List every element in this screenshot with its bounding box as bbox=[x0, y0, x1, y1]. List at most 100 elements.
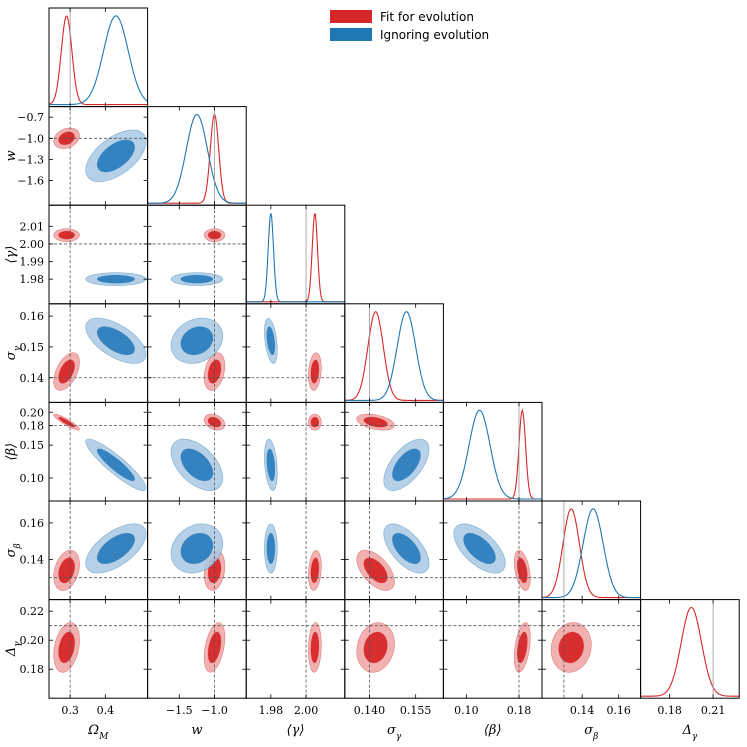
y-tick-label: 0.18 bbox=[20, 663, 45, 676]
y-axis-label-mean_gamma: ⟨γ⟩ bbox=[4, 246, 19, 264]
y-tick-label: −0.7 bbox=[17, 111, 44, 124]
contour-inner-fit bbox=[516, 557, 528, 584]
y-tick-label: 1.99 bbox=[20, 256, 45, 269]
y-tick-label: 0.15 bbox=[20, 439, 45, 452]
panel-mean_gamma-vs-mean_beta bbox=[246, 402, 345, 501]
marginal-curve-ignoring bbox=[49, 15, 148, 106]
axis-label-subscript: β bbox=[592, 732, 598, 742]
y-axis-label-w: w bbox=[4, 150, 19, 161]
panel-frame bbox=[640, 599, 740, 699]
marginal-curve-ignoring bbox=[443, 409, 542, 500]
contour-inner-fit bbox=[58, 230, 75, 240]
panel-mean_beta-marginal bbox=[443, 402, 542, 501]
marginal-curve-ignoring bbox=[147, 113, 247, 204]
contour-inner-ignoring bbox=[180, 532, 214, 565]
y-tick-label: −1.6 bbox=[17, 175, 44, 188]
marginal-curve-fit bbox=[49, 15, 148, 106]
y-tick-label: 0.16 bbox=[20, 517, 45, 530]
y-axis-label-mean_beta: ⟨β⟩ bbox=[4, 443, 19, 461]
x-tick-label: 0.18 bbox=[507, 704, 532, 717]
y-tick-label: 0.20 bbox=[20, 406, 45, 419]
panel-frame bbox=[147, 204, 247, 305]
y-tick-label: 0.14 bbox=[20, 372, 45, 385]
contour-inner-fit bbox=[363, 557, 388, 584]
panel-mean_gamma-vs-sigma_beta bbox=[246, 501, 345, 600]
y-tick-label: 0.16 bbox=[20, 310, 45, 323]
axis-label-subscript: M bbox=[98, 732, 109, 742]
y-tick-label: −1.3 bbox=[17, 153, 44, 166]
panel-sigma_beta-vs-delta_gamma bbox=[542, 599, 641, 699]
contour-inner-fit bbox=[516, 631, 528, 664]
marginal-curve-ignoring bbox=[246, 212, 345, 303]
panel-w-vs-mean_beta bbox=[147, 402, 247, 501]
axis-label-subscript: γ bbox=[13, 641, 23, 647]
contour-inner-ignoring bbox=[266, 448, 276, 482]
contour-inner-ignoring bbox=[96, 326, 135, 356]
contour-inner-fit bbox=[558, 631, 585, 664]
legend: Fit for evolution Ignoring evolution bbox=[330, 10, 489, 42]
panel-sigma_gamma-vs-sigma_beta bbox=[344, 501, 444, 600]
marginal-curve-fit bbox=[443, 408, 542, 500]
panel-sigma_beta-marginal bbox=[542, 501, 641, 600]
panel-omega_m-marginal bbox=[49, 8, 148, 107]
panel-frame bbox=[245, 500, 346, 601]
panel-mean_gamma-vs-sigma_gamma bbox=[246, 303, 345, 403]
x-tick-label: −1.5 bbox=[166, 704, 193, 717]
marginal-curve-fit bbox=[147, 114, 247, 204]
y-tick-label: 0.15 bbox=[20, 341, 45, 354]
contour-inner-ignoring bbox=[392, 532, 421, 565]
marginal-curve-fit bbox=[640, 606, 740, 697]
y-tick-label: −1.0 bbox=[17, 132, 44, 145]
y-tick-label: 0.22 bbox=[20, 605, 45, 618]
contour-inner-ignoring bbox=[180, 448, 214, 482]
legend-swatch-ignoring bbox=[330, 28, 372, 41]
marginal-curve-fit bbox=[344, 311, 444, 401]
x-tick-label: 0.155 bbox=[400, 704, 432, 717]
contour-inner-fit bbox=[310, 557, 320, 584]
contour-inner-ignoring bbox=[180, 326, 214, 356]
panel-delta_gamma-marginal bbox=[640, 599, 740, 699]
contour-inner-fit bbox=[58, 416, 75, 428]
x-axis-label-mean_beta: ⟨β⟩ bbox=[484, 723, 502, 738]
axis-label-subscript: γ bbox=[396, 732, 402, 742]
panel-sigma_gamma-vs-mean_beta bbox=[344, 402, 444, 501]
y-tick-label: 0.20 bbox=[20, 634, 45, 647]
marginal-curve-ignoring bbox=[344, 311, 444, 401]
panel-w-vs-delta_gamma bbox=[147, 599, 247, 699]
panel-mean_gamma-marginal bbox=[246, 205, 345, 304]
panel-w-vs-mean_gamma bbox=[147, 205, 247, 304]
x-tick-label: 0.140 bbox=[354, 704, 386, 717]
x-axis-label-sigma_gamma: σγ bbox=[387, 723, 402, 742]
panel-omega_m-vs-sigma_beta bbox=[49, 501, 148, 600]
contour-inner-ignoring bbox=[96, 532, 135, 565]
x-axis-label-w: w bbox=[191, 723, 202, 738]
y-tick-label: 1.98 bbox=[20, 273, 45, 286]
contour-inner-fit bbox=[58, 359, 75, 384]
x-tick-label: 0.10 bbox=[454, 704, 479, 717]
x-tick-label: 0.21 bbox=[701, 704, 726, 717]
panel-w-marginal bbox=[147, 106, 247, 206]
contour-inner-ignoring bbox=[266, 532, 276, 565]
y-tick-label: 2.00 bbox=[20, 238, 45, 251]
panel-sigma_gamma-vs-delta_gamma bbox=[344, 599, 444, 699]
panel-w-vs-sigma_gamma bbox=[147, 303, 247, 403]
contour-inner-ignoring bbox=[96, 448, 135, 482]
contour-inner-fit bbox=[207, 416, 222, 428]
x-tick-label: 0.14 bbox=[570, 704, 595, 717]
panel-mean_gamma-vs-delta_gamma bbox=[246, 599, 345, 699]
contour-inner-ignoring bbox=[463, 532, 496, 565]
legend-swatch-fit bbox=[330, 10, 372, 23]
panel-omega_m-vs-sigma_gamma bbox=[49, 303, 148, 403]
panel-frame bbox=[147, 599, 247, 699]
panel-frame bbox=[48, 204, 149, 305]
contour-inner-fit bbox=[310, 416, 320, 428]
contour-inner-ignoring bbox=[392, 448, 421, 482]
y-tick-label: 0.14 bbox=[20, 553, 45, 566]
panel-mean_beta-vs-delta_gamma bbox=[443, 599, 542, 699]
x-tick-label: 2.00 bbox=[294, 704, 319, 717]
panel-frame bbox=[245, 599, 346, 699]
y-tick-label: 0.10 bbox=[20, 472, 45, 485]
axis-label-subscript: β bbox=[13, 543, 23, 549]
contour-inner-ignoring bbox=[266, 326, 276, 356]
